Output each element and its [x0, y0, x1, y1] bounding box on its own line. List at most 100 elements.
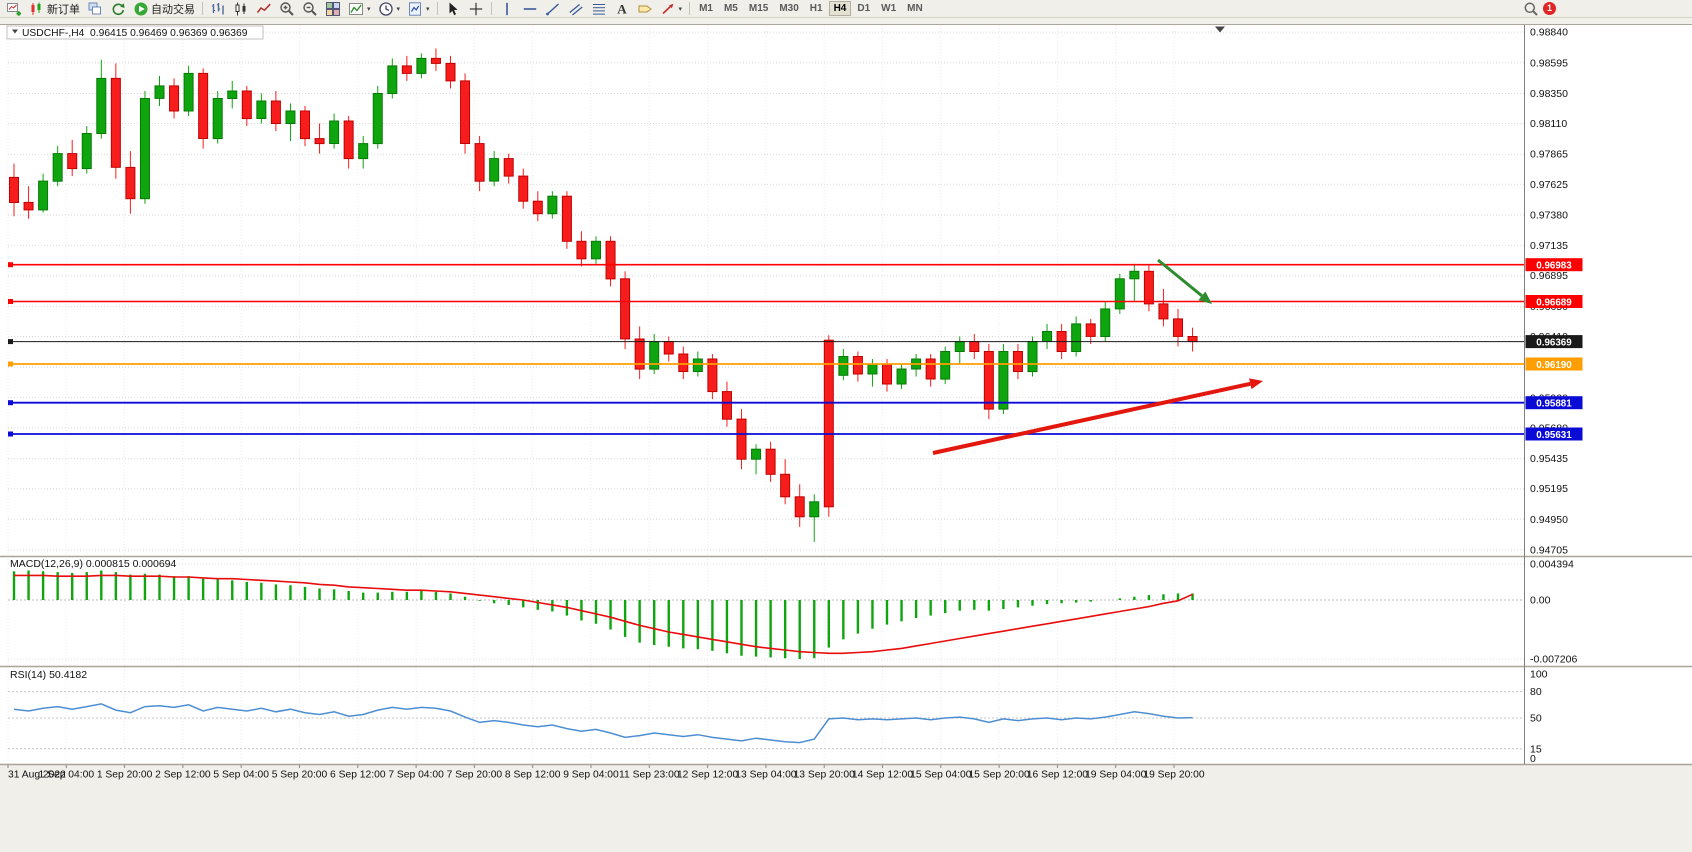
line-chart-mode-button[interactable] — [253, 1, 275, 17]
candle — [867, 363, 878, 375]
price-level-handle[interactable] — [8, 400, 13, 406]
candle — [67, 153, 78, 170]
zoom-out-icon — [303, 1, 317, 16]
timeframe-W1-button[interactable]: W1 — [876, 1, 901, 16]
timeframe-M1-button[interactable]: M1 — [694, 1, 718, 16]
price-axis-label: 0.97625 — [1530, 179, 1568, 191]
candle — [503, 158, 514, 177]
templates-button[interactable]: ▾ — [404, 1, 433, 17]
timeframe-M5-button[interactable]: M5 — [719, 1, 743, 16]
timeframe-H4-button[interactable]: H4 — [828, 1, 852, 16]
profiles-button[interactable] — [84, 1, 106, 17]
candle — [1100, 308, 1111, 337]
templates-icon — [409, 1, 422, 16]
time-axis-label: 13 Sep 20:00 — [794, 770, 856, 781]
price-badge-text: 0.96190 — [1536, 360, 1572, 371]
indicators-button[interactable]: ▾ — [345, 1, 374, 17]
tile-windows-button[interactable] — [322, 1, 344, 17]
price-axis-label: 0.96895 — [1530, 270, 1568, 282]
toolbar: 新订单 自动交易 ▾ ▾ ▾ A ▾ M1 M5 M15 M30 H1 H4 D1 W1 MN 1 — [0, 0, 1692, 18]
price-level-handle[interactable] — [8, 299, 13, 304]
price-level-handle[interactable] — [8, 262, 13, 268]
candle — [751, 448, 762, 460]
periods-button[interactable]: ▾ — [375, 1, 404, 17]
candle — [765, 448, 776, 475]
candle — [547, 195, 558, 215]
macd-label: MACD(12,26,9) 0.000815 0.000694 — [10, 558, 177, 570]
refresh-button[interactable] — [107, 1, 129, 17]
fibonacci-icon — [592, 3, 605, 15]
timeframe-D1-button[interactable]: D1 — [852, 1, 875, 16]
candle-chart-mode-button[interactable] — [230, 1, 252, 17]
candle — [736, 418, 747, 460]
line-chart-icon — [256, 3, 271, 13]
trendline-tool-button[interactable] — [542, 1, 564, 17]
price-axis-label: 0.97865 — [1530, 149, 1568, 161]
candle — [270, 100, 281, 124]
candle — [1114, 278, 1125, 310]
candle — [1173, 318, 1183, 337]
trend-arrow-1[interactable] — [932, 381, 1251, 455]
periods-icon — [378, 1, 393, 16]
horizontal-line-tool-button[interactable] — [519, 1, 541, 17]
candle — [649, 341, 660, 370]
price-badge-text: 0.95631 — [1536, 430, 1572, 441]
trend-arrow-head[interactable] — [1249, 378, 1263, 390]
candle — [1187, 336, 1198, 343]
candle — [896, 368, 907, 385]
zoom-in-button[interactable] — [276, 1, 298, 17]
time-axis-label: 7 Sep 04:00 — [388, 770, 444, 781]
trendline-icon — [545, 2, 559, 15]
candle — [154, 85, 165, 99]
notification-badge[interactable]: 1 — [1543, 2, 1556, 15]
symbol-dropdown-icon[interactable] — [12, 29, 18, 34]
ohlc-values: 0.96415 0.96469 0.96369 0.96369 — [90, 28, 248, 39]
cursor-tool-button[interactable] — [442, 1, 464, 17]
auto-trading-button[interactable]: 自动交易 — [130, 1, 198, 17]
price-badge-0.95881 — [1525, 396, 1583, 410]
candle — [983, 351, 994, 410]
autotrade-icon — [134, 2, 148, 15]
price-badge-text: 0.95881 — [1536, 399, 1572, 410]
time-axis-background[interactable] — [0, 765, 1692, 847]
rsi-line — [13, 703, 1193, 744]
candle — [401, 65, 412, 74]
vertical-line-tool-button[interactable] — [496, 1, 518, 17]
cursor-icon — [449, 2, 458, 15]
trend-arrow-0[interactable] — [1157, 258, 1203, 297]
chart-shift-marker[interactable] — [1215, 26, 1225, 33]
search-icon — [1524, 2, 1538, 16]
macd-axis-label: 0.004394 — [1530, 559, 1574, 571]
price-level-handle[interactable] — [8, 361, 13, 367]
arrows-tool-button[interactable]: ▾ — [657, 1, 686, 17]
new-order-button[interactable]: 新订单 — [26, 1, 83, 17]
channel-tool-button[interactable] — [565, 1, 587, 17]
new-chart-button[interactable] — [3, 1, 25, 17]
timeframe-H1-button[interactable]: H1 — [805, 1, 828, 16]
candle — [605, 240, 616, 280]
fibonacci-tool-button[interactable] — [588, 1, 610, 17]
rsi-axis-label: 0 — [1530, 753, 1536, 765]
crosshair-tool-button[interactable] — [465, 1, 487, 17]
search-button[interactable] — [1520, 1, 1542, 17]
tile-windows-icon — [326, 1, 340, 16]
price-level-handle[interactable] — [8, 339, 13, 345]
zoom-out-button[interactable] — [299, 1, 321, 17]
candle — [256, 100, 267, 119]
time-axis-label: 5 Sep 20:00 — [272, 770, 328, 781]
time-axis-label: 14 Sep 12:00 — [852, 770, 914, 781]
text-tool-button[interactable]: A — [611, 1, 633, 17]
timeframe-M15-button[interactable]: M15 — [744, 1, 773, 16]
candle — [721, 391, 732, 420]
price-level-handle[interactable] — [8, 431, 13, 437]
timeframe-M30-button[interactable]: M30 — [774, 1, 803, 16]
bar-chart-mode-button[interactable] — [207, 1, 229, 17]
time-axis-label: 6 Sep 12:00 — [330, 770, 386, 781]
refresh-icon — [112, 2, 125, 15]
trend-arrow-head[interactable] — [1198, 291, 1212, 305]
symbol-chip[interactable] — [6, 25, 264, 40]
timeframe-MN-button[interactable]: MN — [902, 1, 928, 16]
text-label-tool-button[interactable] — [634, 1, 656, 17]
time-axis-label: 13 Sep 04:00 — [735, 770, 797, 781]
